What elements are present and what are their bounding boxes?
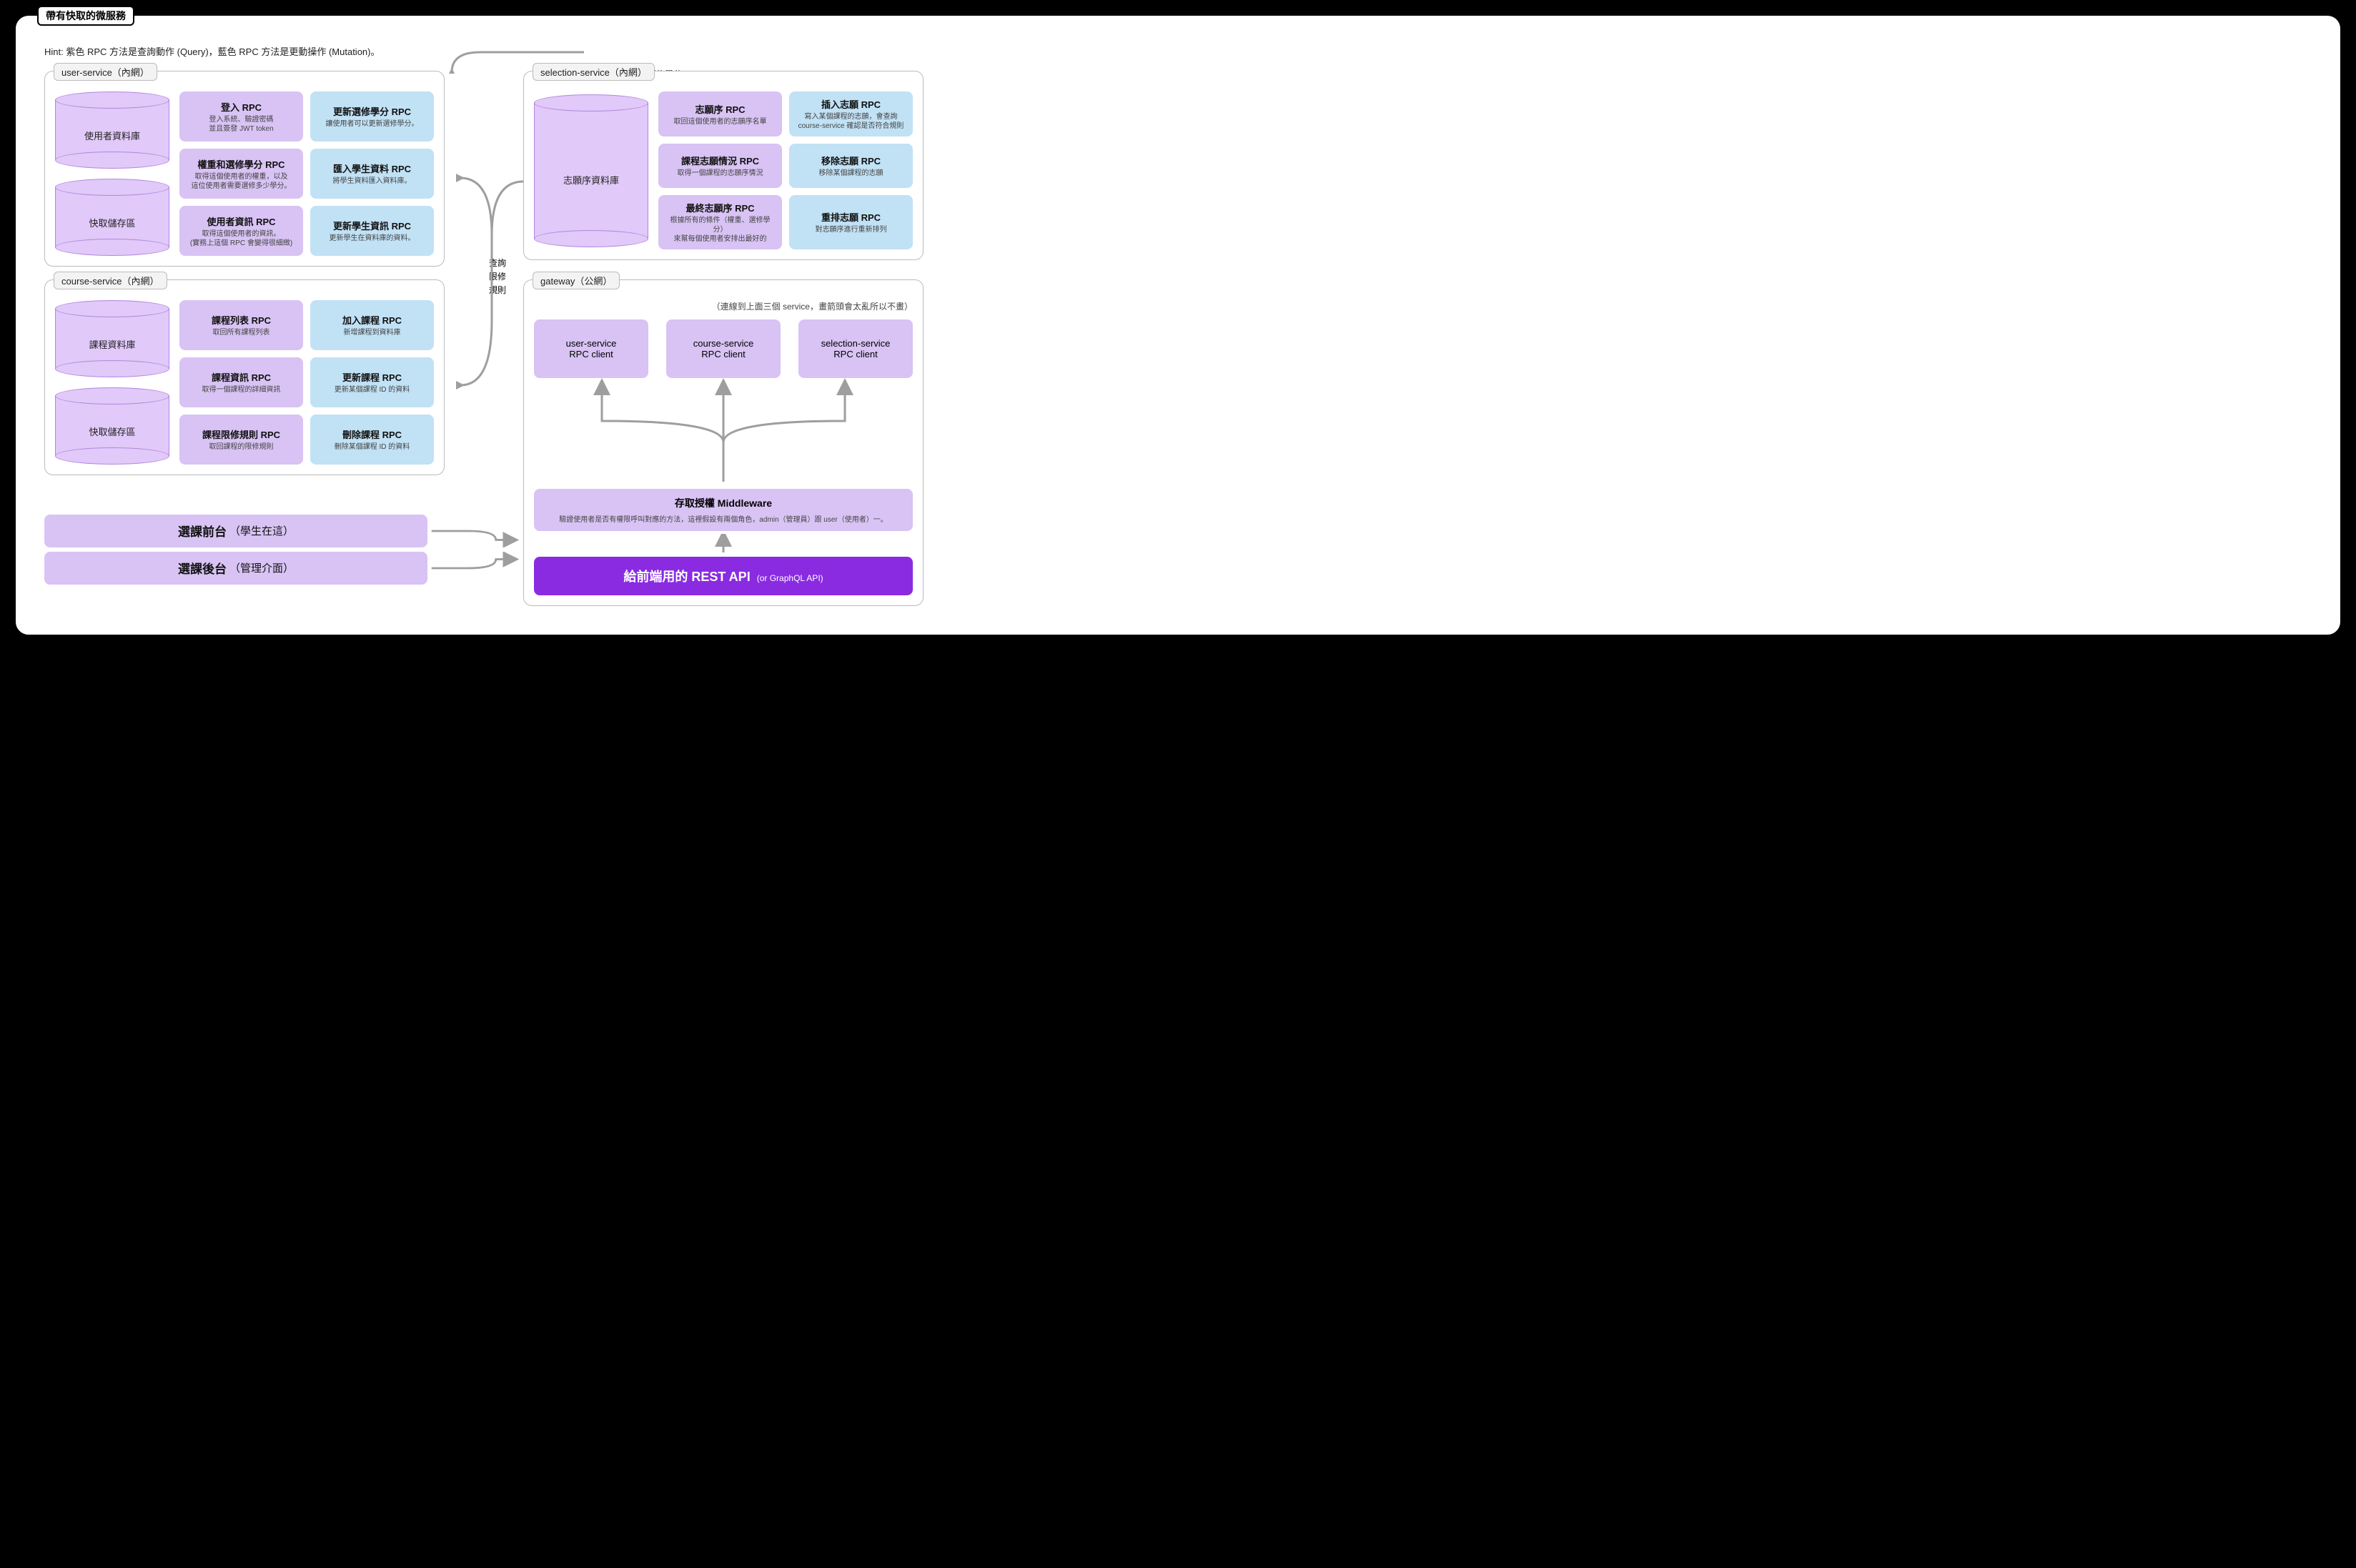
middleware-desc: 驗證使用者是否有權限呼叫對應的方法，這裡假設有兩個角色，admin（管理員）跟 … bbox=[545, 513, 901, 524]
course-rpc-5: 刪除課程 RPC刪除某個課程 ID 的資料 bbox=[310, 415, 434, 465]
middleware-title: 存取授權 Middleware bbox=[545, 496, 901, 510]
rpc-title: 插入志願 RPC bbox=[796, 97, 906, 111]
frontend-arrow-0 bbox=[427, 515, 523, 547]
user-service-label: user-service（內網） bbox=[54, 63, 157, 81]
rpc-desc: 取得這個使用者的資訊。(實務上這個 RPC 會變得很細緻) bbox=[187, 229, 296, 248]
course-service-label: course-service（內網） bbox=[54, 272, 167, 289]
rpc-client-1: course-serviceRPC client bbox=[666, 319, 781, 378]
rpc-client-2: selection-serviceRPC client bbox=[798, 319, 913, 378]
selection-rpc-0: 志願序 RPC取回這個使用者的志願序名單 bbox=[658, 91, 782, 137]
rpc-desc: 取回課程的限修規則 bbox=[187, 442, 296, 452]
rest-api-box: 給前端用的 REST API (or GraphQL API) bbox=[534, 557, 913, 595]
user-service-box: user-service（內網） 使用者資料庫 快取儲存區 登入 RPC登入系統… bbox=[44, 71, 445, 267]
gateway-label: gateway（公網） bbox=[533, 272, 620, 289]
selection-service-box: selection-service（內網） 志願序資料庫 志願序 RPC取回這個… bbox=[523, 71, 924, 260]
outer-frame: 帶有快取的微服務 Hint: 紫色 RPC 方法是查詢動作 (Query)，藍色… bbox=[14, 14, 2342, 636]
user-rpc-1: 更新選修學分 RPC讓使用者可以更新選修學分。 bbox=[310, 91, 434, 142]
selection-service-label: selection-service（內網） bbox=[533, 63, 655, 81]
middleware-box: 存取授權 Middleware 驗證使用者是否有權限呼叫對應的方法，這裡假設有兩… bbox=[534, 489, 913, 531]
course-rpc-grid: 課程列表 RPC取回所有課程列表加入課程 RPC新增課程到資料庫課程資訊 RPC… bbox=[179, 300, 434, 465]
rpc-title: 加入課程 RPC bbox=[317, 313, 427, 327]
user-rpc-2: 權重和選修學分 RPC取得這個使用者的權重，以及這位使用者需要選修多少學分。 bbox=[179, 149, 303, 199]
api-subtitle: (or GraphQL API) bbox=[757, 573, 823, 583]
rpc-title: 更新學生資訊 RPC bbox=[317, 219, 427, 232]
rpc-title: 登入 RPC bbox=[187, 100, 296, 114]
rpc-desc: 取得這個使用者的權重，以及這位使用者需要選修多少學分。 bbox=[187, 172, 296, 191]
rpc-title: 志願序 RPC bbox=[665, 102, 775, 116]
frame-title: 帶有快取的微服務 bbox=[37, 6, 134, 26]
frontend-arrow-1 bbox=[427, 552, 523, 585]
selection-db-label: 志願序資料庫 bbox=[534, 173, 648, 187]
rpc-desc: 取回所有課程列表 bbox=[187, 328, 296, 337]
user-cache-label: 快取儲存區 bbox=[55, 216, 169, 229]
rpc-desc: 刪除某個課程 ID 的資料 bbox=[317, 442, 427, 452]
course-rpc-2: 課程資訊 RPC取得一個課程的詳細資訊 bbox=[179, 357, 303, 407]
rpc-title: 移除志願 RPC bbox=[796, 154, 906, 167]
rpc-title: 重排志願 RPC bbox=[796, 210, 906, 224]
course-rpc-1: 加入課程 RPC新增課程到資料庫 bbox=[310, 300, 434, 350]
user-rpc-5: 更新學生資訊 RPC 更新學生在資料庫的資料。 bbox=[310, 206, 434, 256]
rpc-desc: 將學生資料匯入資料庫。 bbox=[317, 177, 427, 186]
user-db-cylinder: 使用者資料庫 bbox=[55, 91, 169, 169]
selection-rpc-5: 重排志願 RPC對志願序進行重新排列 bbox=[789, 195, 913, 249]
course-rpc-3: 更新課程 RPC更新某個課程 ID 的資料 bbox=[310, 357, 434, 407]
rpc-title: 更新課程 RPC bbox=[317, 370, 427, 384]
rpc-title: 權重和選修學分 RPC bbox=[187, 157, 296, 171]
gateway-box: gateway（公網） （連線到上面三個 service，畫箭頭會太亂所以不畫）… bbox=[523, 279, 924, 606]
layout-grid: 查詢權重和選修學分 user-service（內網） 使用者資料庫 bbox=[44, 71, 2312, 606]
rpc-desc: 取得一個課程的詳細資訊 bbox=[187, 385, 296, 395]
rpc-title: 課程列表 RPC bbox=[187, 313, 296, 327]
rpc-desc: 對志願序進行重新排列 bbox=[796, 225, 906, 234]
selection-rpc-grid: 志願序 RPC取回這個使用者的志願序名單插入志願 RPC寫入某個課程的志願，會查… bbox=[658, 91, 913, 249]
user-rpc-3: 匯入學生資料 RPC 將學生資料匯入資料庫。 bbox=[310, 149, 434, 199]
rpc-desc: 移除某個課程的志願 bbox=[796, 169, 906, 178]
course-rpc-0: 課程列表 RPC取回所有課程列表 bbox=[179, 300, 303, 350]
rpc-desc: 登入系統、驗證密碼並且簽發 JWT token bbox=[187, 115, 296, 134]
course-cache-cylinder: 快取儲存區 bbox=[55, 387, 169, 465]
rpc-title: 使用者資訊 RPC bbox=[187, 214, 296, 228]
selection-db-cylinder: 志願序資料庫 bbox=[534, 94, 648, 247]
gateway-fanout-arrows bbox=[534, 378, 913, 485]
frontend-row-1: 選課後台（管理介面） bbox=[44, 552, 523, 585]
course-db-label: 課程資料庫 bbox=[55, 337, 169, 351]
selection-rpc-2: 課程志願情況 RPC 取得一個課程的志願序情況 bbox=[658, 144, 782, 188]
user-cache-cylinder: 快取儲存區 bbox=[55, 179, 169, 256]
rpc-title: 課程限修規則 RPC bbox=[187, 427, 296, 441]
rpc-title: 刪除課程 RPC bbox=[317, 427, 427, 441]
rpc-desc: 讓使用者可以更新選修學分。 bbox=[317, 119, 427, 129]
rpc-desc: 取回這個使用者的志願序名單 bbox=[665, 117, 775, 126]
rpc-title: 課程志願情況 RPC bbox=[665, 154, 775, 167]
rpc-title: 匯入學生資料 RPC bbox=[317, 162, 427, 175]
course-db-cylinder: 課程資料庫 bbox=[55, 300, 169, 377]
course-cache-label: 快取儲存區 bbox=[55, 425, 169, 438]
user-rpc-4: 使用者資訊 RPC取得這個使用者的資訊。(實務上這個 RPC 會變得很細緻) bbox=[179, 206, 303, 256]
rpc-desc: 根據所有的條件（權重、選修學分）來幫每個使用者安排出最好的 bbox=[665, 216, 775, 244]
selection-rpc-1: 插入志願 RPC寫入某個課程的志願，會查詢course-service 確認是否… bbox=[789, 91, 913, 137]
rpc-desc: 新增課程到資料庫 bbox=[317, 328, 427, 337]
gateway-note: （連線到上面三個 service，畫箭頭會太亂所以不畫） bbox=[534, 300, 913, 312]
frontend-row-0: 選課前台（學生在這） bbox=[44, 515, 523, 547]
selection-rpc-4: 最終志願序 RPC 根據所有的條件（權重、選修學分）來幫每個使用者安排出最好的 bbox=[658, 195, 782, 249]
course-rpc-4: 課程限修規則 RPC取回課程的限修規則 bbox=[179, 415, 303, 465]
user-rpc-grid: 登入 RPC登入系統、驗證密碼並且簽發 JWT token更新選修學分 RPC讓… bbox=[179, 91, 434, 256]
user-rpc-0: 登入 RPC登入系統、驗證密碼並且簽發 JWT token bbox=[179, 91, 303, 142]
selection-rpc-3: 移除志願 RPC 移除某個課程的志願 bbox=[789, 144, 913, 188]
hint-text: Hint: 紫色 RPC 方法是查詢動作 (Query)，藍色 RPC 方法是更… bbox=[44, 44, 2312, 58]
rpc-title: 課程資訊 RPC bbox=[187, 370, 296, 384]
rpc-desc: 更新某個課程 ID 的資料 bbox=[317, 385, 427, 395]
api-title: 給前端用的 REST API bbox=[623, 570, 750, 584]
rpc-title: 更新選修學分 RPC bbox=[317, 104, 427, 118]
course-service-box: course-service（內網） 課程資料庫 快取儲存區 課程列表 RPC取… bbox=[44, 279, 445, 475]
rpc-desc: 寫入某個課程的志願，會查詢course-service 確認是否符合規則 bbox=[796, 112, 906, 131]
small-arrow-up bbox=[534, 534, 913, 554]
rpc-desc: 取得一個課程的志願序情況 bbox=[665, 169, 775, 178]
frontend-box-0: 選課前台（學生在這） bbox=[44, 515, 427, 547]
user-db-label: 使用者資料庫 bbox=[55, 129, 169, 142]
rpc-desc: 更新學生在資料庫的資料。 bbox=[317, 234, 427, 243]
rpc-client-0: user-serviceRPC client bbox=[534, 319, 648, 378]
frontend-box-1: 選課後台（管理介面） bbox=[44, 552, 427, 585]
gateway-clients-row: user-serviceRPC client course-serviceRPC … bbox=[534, 319, 913, 378]
connector-label-mid: 查詢限修規則 bbox=[489, 257, 506, 298]
rpc-title: 最終志願序 RPC bbox=[665, 201, 775, 214]
